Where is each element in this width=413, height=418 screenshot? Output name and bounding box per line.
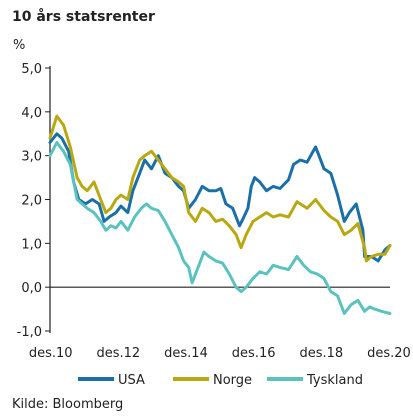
chart-title: 10 års statsrenter: [12, 8, 155, 25]
x-tick-label: des.16: [232, 346, 276, 361]
legend: USA Norge Tyskland: [78, 373, 363, 388]
y-tick-label: 0,0: [21, 281, 42, 296]
y-axis-unit-label: %: [13, 38, 25, 53]
y-tick-label: 5,0: [21, 62, 42, 77]
x-tick-label: des.12: [96, 346, 140, 361]
legend-label-tyskland: Tyskland: [306, 373, 363, 388]
legend-label-usa: USA: [118, 373, 145, 388]
y-tick-label: 1,0: [21, 237, 42, 252]
y-tick-label: 3,0: [21, 150, 42, 165]
x-tick-label: des.14: [164, 346, 208, 361]
y-tick-label: 4,0: [21, 106, 42, 121]
x-tick-label: des.18: [299, 346, 343, 361]
x-tick-label: des.10: [29, 346, 73, 361]
source-note: Kilde: Bloomberg: [12, 397, 123, 412]
x-tick-label: des.20: [367, 346, 411, 361]
plot-area: [48, 114, 392, 315]
x-axis: des.10 des.12 des.14 des.16 des.18 des.20: [29, 346, 411, 361]
series-line-norge: [48, 114, 392, 263]
series-line-usa: [48, 132, 392, 263]
legend-label-norge: Norge: [213, 373, 252, 388]
y-tick-label: 2,0: [21, 194, 42, 209]
series-line-tyskland: [48, 141, 392, 315]
y-axis: -1,0 0,0 1,0 2,0 3,0 4,0 5,0: [17, 62, 50, 340]
y-tick-label: -1,0: [17, 325, 42, 340]
